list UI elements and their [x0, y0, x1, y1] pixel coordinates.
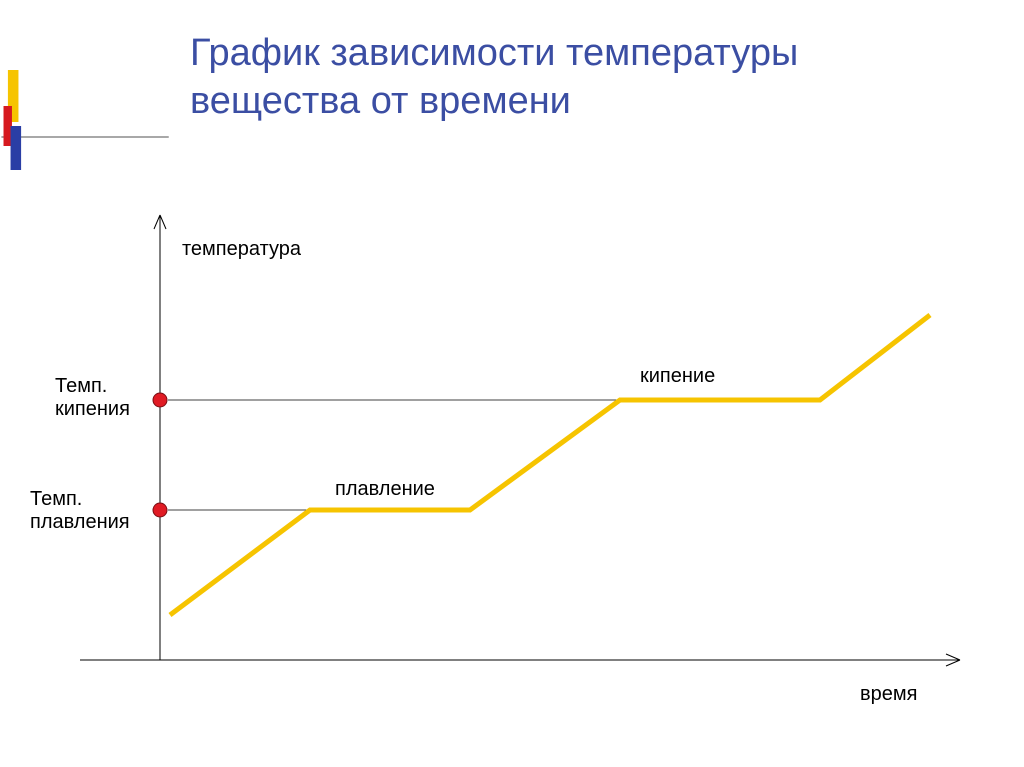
phase-annotation: плавление	[335, 478, 435, 500]
y-tick-label: Темп.кипения	[55, 375, 130, 420]
slide-title: График зависимости температуры вещества …	[190, 30, 890, 125]
temperature-chart: температура время Темп.кипения Темп.плавлен…	[0, 200, 1024, 760]
temp-marker	[153, 503, 167, 517]
y-tick-label: Темп.плавления	[30, 488, 130, 533]
temperature-curve	[170, 315, 930, 615]
corner-logo-icon	[0, 70, 180, 190]
x-axis-label: время	[860, 683, 917, 705]
phase-annotation: кипение	[640, 365, 715, 387]
y-axis-label: температура	[182, 238, 302, 260]
temp-marker	[153, 393, 167, 407]
